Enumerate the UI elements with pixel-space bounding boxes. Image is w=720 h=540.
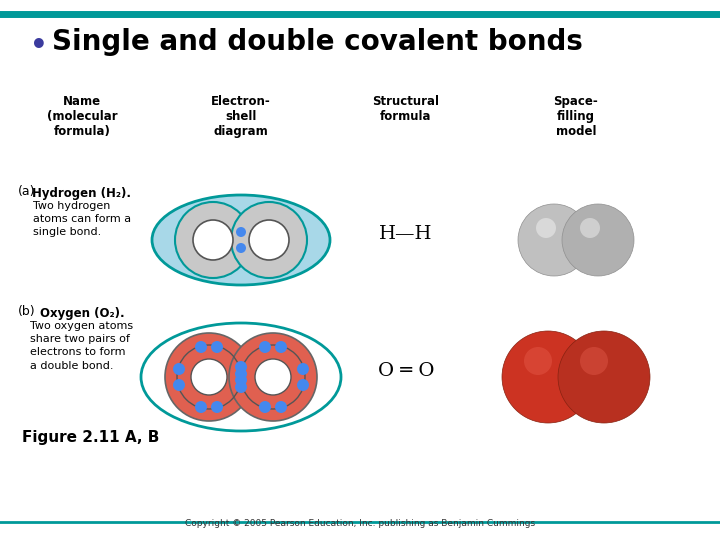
Circle shape [165,333,253,421]
Text: Electron-
shell
diagram: Electron- shell diagram [211,95,271,138]
Text: Name
(molecular
formula): Name (molecular formula) [47,95,117,138]
Circle shape [235,381,247,393]
Circle shape [255,359,291,395]
Text: Structural
formula: Structural formula [372,95,439,123]
Circle shape [211,401,223,413]
Circle shape [193,220,233,260]
Text: H—H: H—H [379,225,433,243]
Circle shape [536,218,556,238]
Circle shape [173,363,185,375]
Circle shape [524,347,552,375]
Circle shape [229,333,317,421]
Text: Hydrogen (H₂).: Hydrogen (H₂). [32,187,132,200]
Circle shape [580,218,600,238]
Circle shape [173,379,185,391]
Circle shape [236,227,246,237]
Text: Two hydrogen
atoms can form a
single bond.: Two hydrogen atoms can form a single bon… [33,201,131,238]
Text: Oxygen (O₂).: Oxygen (O₂). [40,307,125,320]
Circle shape [235,368,247,380]
Circle shape [562,204,634,276]
Circle shape [502,331,594,423]
Circle shape [580,347,608,375]
Text: Figure 2.11 A, B: Figure 2.11 A, B [22,430,159,445]
Text: •: • [30,32,48,60]
Text: O ═ O: O ═ O [378,362,434,380]
Text: Copyright © 2005 Pearson Education, Inc. publishing as Benjamin Cummings: Copyright © 2005 Pearson Education, Inc.… [185,519,535,528]
Ellipse shape [152,195,330,285]
Text: Space-
filling
model: Space- filling model [554,95,598,138]
Circle shape [195,401,207,413]
Circle shape [175,202,251,278]
Circle shape [259,341,271,353]
Circle shape [275,341,287,353]
Circle shape [259,401,271,413]
Circle shape [297,379,309,391]
Circle shape [231,202,307,278]
Circle shape [191,359,227,395]
Text: Two oxygen atoms
share two pairs of
electrons to form
a double bond.: Two oxygen atoms share two pairs of elec… [30,321,134,370]
Text: (b): (b) [18,305,35,318]
Circle shape [235,374,247,386]
Circle shape [236,243,246,253]
Circle shape [249,220,289,260]
Text: Single and double covalent bonds: Single and double covalent bonds [52,28,583,56]
Circle shape [235,361,247,373]
Circle shape [195,341,207,353]
Circle shape [558,331,650,423]
Circle shape [275,401,287,413]
Circle shape [518,204,590,276]
Circle shape [297,363,309,375]
Circle shape [211,341,223,353]
Text: (a): (a) [18,185,35,198]
